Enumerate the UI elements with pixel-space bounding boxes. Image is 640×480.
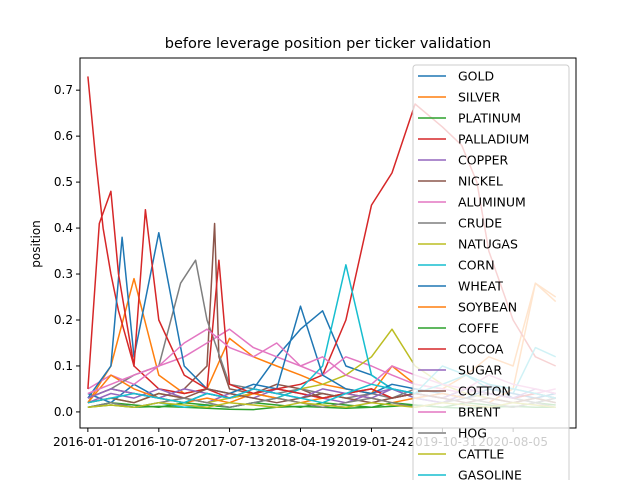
y-axis-label: position <box>29 220 43 268</box>
legend: GOLD SILVER PLATINUM PALLADIUM COPPER NICKEL A… <box>412 64 570 480</box>
legend-entry-label: WHEAT <box>458 279 503 294</box>
legend-entry-label: HOG <box>458 426 487 441</box>
x-tick-label: 2016-01-01 <box>53 435 123 449</box>
legend-entry-label: CORN <box>458 258 495 273</box>
legend-entry-label: CATTLE <box>458 447 504 462</box>
legend-entry-label: ALUMINUM <box>458 195 526 210</box>
x-tick-label: 2017-07-13 <box>195 435 265 449</box>
legend-entry-label: COPPER <box>458 153 509 168</box>
y-tick-label: 0.1 <box>54 359 73 373</box>
x-tick-label: 2018-04-19 <box>266 435 336 449</box>
legend-entry-label: SILVER <box>458 90 501 105</box>
legend-entry-label: CRUDE <box>458 216 502 231</box>
legend-entry-label: PLATINUM <box>458 111 521 126</box>
legend-entry-label: COFFE <box>458 321 499 336</box>
plot-frame <box>79 57 577 429</box>
y-axis: 0.0 0.1 0.2 0.3 0.4 0.5 0.6 0.7 <box>54 83 80 419</box>
y-tick-label: 0.7 <box>54 83 73 97</box>
legend-entry-label: BRENT <box>458 405 501 420</box>
x-tick-label: 2016-10-07 <box>124 435 194 449</box>
y-tick-label: 0.4 <box>54 221 73 235</box>
legend-entry-label: PALLADIUM <box>458 132 529 147</box>
x-tick-label: 2019-01-24 <box>337 435 407 449</box>
legend-entry-label: SOYBEAN <box>458 300 517 315</box>
y-tick-label: 0.3 <box>54 267 73 281</box>
y-tick-label: 0.5 <box>54 175 73 189</box>
legend-entry-label: COTTON <box>458 384 511 399</box>
legend-entry-label: SUGAR <box>458 363 502 378</box>
legend-entry-label: COCOA <box>458 342 504 357</box>
y-tick-label: 0.6 <box>54 129 73 143</box>
legend-entry-label: NICKEL <box>458 174 503 189</box>
legend-box <box>412 64 570 480</box>
legend-entry-label: GOLD <box>458 69 494 84</box>
y-tick-label: 0.2 <box>54 313 73 327</box>
legend-entry-label: GASOLINE <box>458 468 522 480</box>
y-tick-label: 0.0 <box>54 405 73 419</box>
legend-entry-label: NATUGAS <box>458 237 518 252</box>
chart-title: before leverage position per ticker vali… <box>165 36 492 52</box>
